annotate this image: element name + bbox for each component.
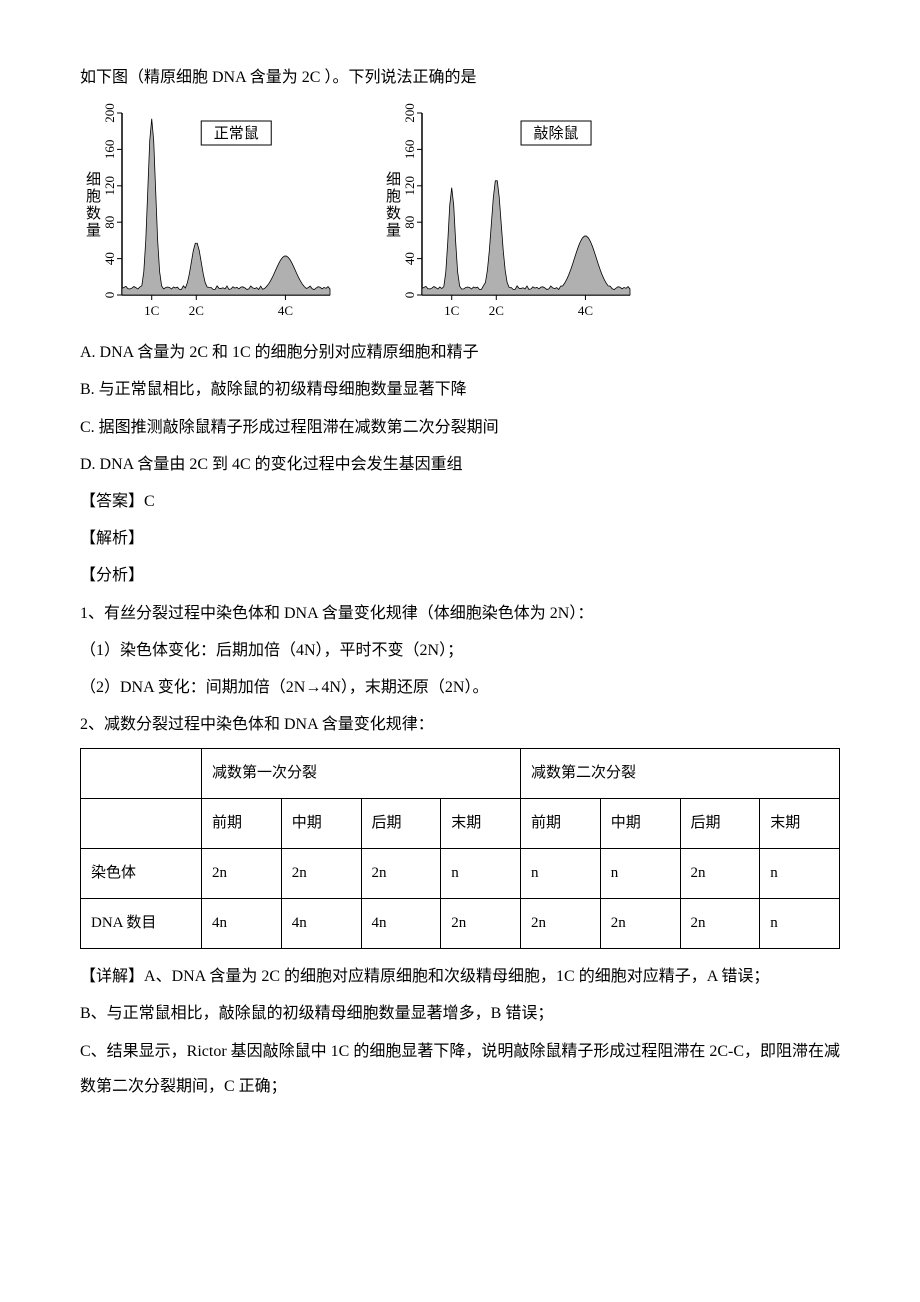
- svg-text:40: 40: [102, 252, 117, 265]
- svg-text:80: 80: [102, 216, 117, 229]
- svg-text:2C: 2C: [489, 303, 504, 318]
- analysis-p2: 2、减数分裂过程中染色体和 DNA 含量变化规律：: [80, 707, 840, 742]
- table-cell-meiosis1: 减数第一次分裂: [202, 749, 521, 799]
- charts-row: 04080120160200细胞数量1C2C4C正常鼠 040801201602…: [80, 103, 840, 323]
- table-cell: 4n: [202, 899, 282, 949]
- analysis-p1a: （1）染色体变化：后期加倍（4N），平时不变（2N）；: [80, 633, 840, 668]
- table-cell: 中期: [281, 799, 361, 849]
- svg-text:200: 200: [102, 103, 117, 123]
- table-cell: 前期: [202, 799, 282, 849]
- table-row: 减数第一次分裂 减数第二次分裂: [81, 749, 840, 799]
- table-cell: 2n: [441, 899, 521, 949]
- svg-text:1C: 1C: [444, 303, 459, 318]
- table-cell: 后期: [361, 799, 441, 849]
- svg-text:细: 细: [86, 171, 101, 188]
- svg-text:1C: 1C: [144, 303, 159, 318]
- table-cell: 2n: [521, 899, 601, 949]
- detail-c: C、结果显示，Rictor 基因敲除鼠中 1C 的细胞显著下降，说明敲除鼠精子形…: [80, 1034, 840, 1104]
- table-cell: 2n: [202, 849, 282, 899]
- chart-knockout: 0 40 80 120 160 200 细胞数量 1C 2C 4C 敲除鼠: [380, 103, 640, 323]
- table-cell: n: [521, 849, 601, 899]
- table-cell: 前期: [521, 799, 601, 849]
- answer-label: 【答案】C: [80, 484, 840, 519]
- table-cell: [81, 799, 202, 849]
- option-c: C. 据图推测敲除鼠精子形成过程阻滞在减数第二次分裂期间: [80, 410, 840, 445]
- explain-label: 【解析】: [80, 521, 840, 556]
- table-cell: 中期: [600, 799, 680, 849]
- svg-text:量: 量: [86, 223, 101, 239]
- svg-text:敲除鼠: 敲除鼠: [534, 125, 579, 142]
- table-cell-meiosis2: 减数第二次分裂: [521, 749, 840, 799]
- svg-text:80: 80: [402, 216, 417, 229]
- table-cell: n: [441, 849, 521, 899]
- svg-text:0: 0: [402, 292, 417, 299]
- svg-text:量: 量: [386, 223, 401, 239]
- detail-b: B、与正常鼠相比，敲除鼠的初级精母细胞数量显著增多，B 错误；: [80, 996, 840, 1031]
- svg-text:120: 120: [402, 176, 417, 196]
- options-block: A. DNA 含量为 2C 和 1C 的细胞分别对应精原细胞和精子 B. 与正常…: [80, 335, 840, 482]
- svg-text:40: 40: [402, 252, 417, 265]
- table-cell: n: [600, 849, 680, 899]
- table-cell: n: [760, 899, 840, 949]
- chart-normal: 0 40 80 120 160 200 细胞数量 1C 2C 4C 正常鼠: [80, 103, 340, 323]
- table-row: 前期 中期 后期 末期 前期 中期 后期 末期: [81, 799, 840, 849]
- table-cell: 2n: [600, 899, 680, 949]
- table-cell: DNA 数目: [81, 899, 202, 949]
- svg-text:胞: 胞: [386, 188, 401, 205]
- option-b: B. 与正常鼠相比，敲除鼠的初级精母细胞数量显著下降: [80, 372, 840, 407]
- svg-text:胞: 胞: [86, 188, 101, 205]
- table-cell: 后期: [680, 799, 760, 849]
- detail-a-text: A、DNA 含量为 2C 的细胞对应精原细胞和次级精母细胞，1C 的细胞对应精子…: [144, 968, 769, 985]
- svg-text:细: 细: [386, 171, 401, 188]
- svg-text:4C: 4C: [278, 303, 293, 318]
- svg-text:160: 160: [102, 140, 117, 160]
- option-d: D. DNA 含量由 2C 到 4C 的变化过程中会发生基因重组: [80, 447, 840, 482]
- table-cell: 末期: [441, 799, 521, 849]
- table-cell: n: [760, 849, 840, 899]
- svg-text:0: 0: [102, 292, 117, 299]
- svg-text:数: 数: [386, 205, 401, 222]
- table-cell: 2n: [680, 899, 760, 949]
- table-cell: 末期: [760, 799, 840, 849]
- svg-text:2C: 2C: [189, 303, 204, 318]
- table-cell: 2n: [281, 849, 361, 899]
- svg-text:200: 200: [402, 103, 417, 123]
- analysis-label: 【分析】: [80, 558, 840, 593]
- table-row: DNA 数目 4n 4n 4n 2n 2n 2n 2n n: [81, 899, 840, 949]
- table-row: 染色体 2n 2n 2n n n n 2n n: [81, 849, 840, 899]
- table-cell: 4n: [361, 899, 441, 949]
- detail-label: 【详解】: [80, 968, 144, 985]
- svg-text:4C: 4C: [578, 303, 593, 318]
- svg-text:120: 120: [102, 176, 117, 196]
- svg-text:正常鼠: 正常鼠: [214, 125, 259, 142]
- detail-a: 【详解】A、DNA 含量为 2C 的细胞对应精原细胞和次级精母细胞，1C 的细胞…: [80, 959, 840, 994]
- svg-text:160: 160: [402, 140, 417, 160]
- table-cell: 2n: [361, 849, 441, 899]
- option-a: A. DNA 含量为 2C 和 1C 的细胞分别对应精原细胞和精子: [80, 335, 840, 370]
- svg-text:数: 数: [86, 205, 101, 222]
- table-cell: 2n: [680, 849, 760, 899]
- table-cell: 4n: [281, 899, 361, 949]
- analysis-p1b: （2）DNA 变化：间期加倍（2N→4N），末期还原（2N）。: [80, 670, 840, 705]
- table-cell: 染色体: [81, 849, 202, 899]
- meiosis-table: 减数第一次分裂 减数第二次分裂 前期 中期 后期 末期 前期 中期 后期 末期 …: [80, 748, 840, 949]
- intro-text: 如下图（精原细胞 DNA 含量为 2C ）。下列说法正确的是: [80, 60, 840, 95]
- table-cell-blank: [81, 749, 202, 799]
- analysis-p1: 1、有丝分裂过程中染色体和 DNA 含量变化规律（体细胞染色体为 2N）：: [80, 596, 840, 631]
